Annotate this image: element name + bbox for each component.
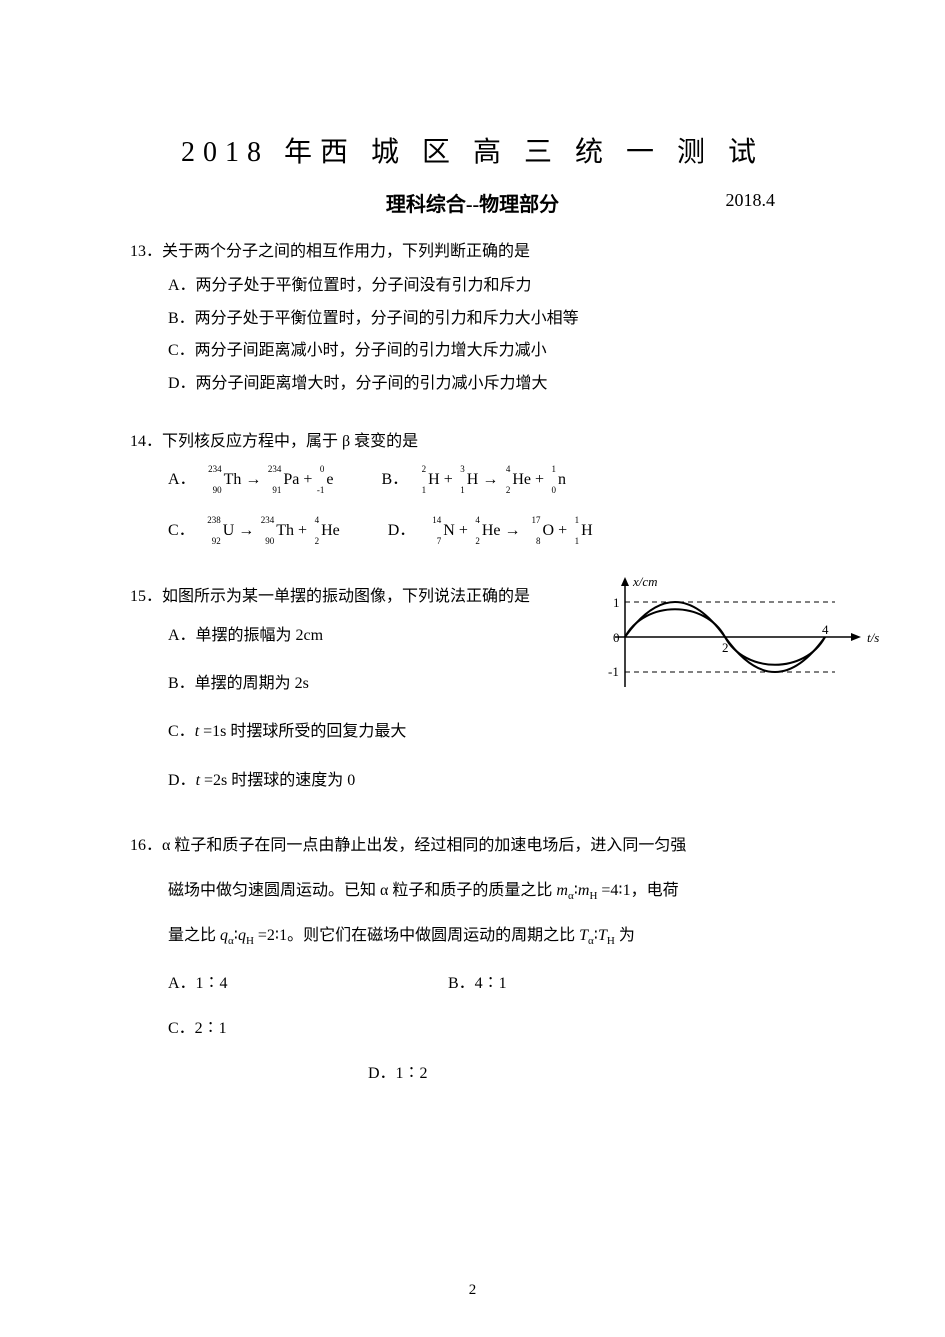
q14-option-b: B． 21H + 31H → 42He + 10n	[381, 461, 566, 499]
q13-option-d: D．两分子间距离增大时，分子间的引力减小斥力增大	[168, 369, 815, 399]
q13-option-b: B．两分子处于平衡位置时，分子间的引力和斥力大小相等	[168, 304, 815, 334]
q14-row-1: A． 23490Th → 23491Pa + 0-1e B． 21H + 31H	[168, 461, 815, 499]
q15-stem: 15．如图所示为某一单摆的振动图像，下列说法正确的是	[130, 578, 590, 616]
main-title: 2018 年西 城 区 高 三 统 一 测 试	[130, 130, 815, 170]
q14-d-label: D．	[388, 512, 416, 550]
q16-number: 16．	[130, 837, 162, 854]
question-14: 14．下列核反应方程中，属于 β 衰变的是 A． 23490Th → 23491…	[130, 427, 815, 550]
q14-d-formula: 147N + 42He → 178O + 11H	[425, 512, 592, 550]
q15-options: A．单摆的振幅为 2cm B．单摆的周期为 2s C．t =1s 时摆球所受的回…	[130, 621, 590, 797]
exam-date: 2018.4	[726, 190, 776, 211]
q16-options: A．1∶4 B．4∶1 C．2∶1 D．1∶2	[130, 962, 815, 1096]
q15-option-b: B．单摆的周期为 2s	[168, 669, 590, 699]
q14-b-formula: 21H + 31H → 42He + 10n	[418, 461, 566, 499]
graph-svg: x/cm t/s 1 0 -1 2 4	[575, 572, 905, 702]
q14-stem: 14．下列核反应方程中，属于 β 衰变的是	[130, 427, 815, 457]
question-13: 13．关于两个分子之间的相互作用力，下列判断正确的是 A．两分子处于平衡位置时，…	[130, 237, 815, 399]
q14-a-formula: 23490Th → 23491Pa + 0-1e	[206, 461, 334, 499]
q15-option-c: C．t =1s 时摆球所受的回复力最大	[168, 717, 590, 747]
q13-options: A．两分子处于平衡位置时，分子间没有引力和斥力 B．两分子处于平衡位置时，分子间…	[130, 271, 815, 399]
subtitle: 理科综合--物理部分	[130, 188, 815, 217]
q13-number: 13．	[130, 243, 162, 260]
y-axis-label: x/cm	[632, 574, 658, 589]
q15-text-block: 15．如图所示为某一单摆的振动图像，下列说法正确的是 A．单摆的振幅为 2cm …	[130, 578, 590, 796]
q15-number: 15．	[130, 588, 162, 605]
page-number: 2	[469, 1282, 477, 1299]
q14-row-2: C． 23892U → 23490Th + 42He D． 147N + 42H…	[168, 512, 815, 550]
q13-stem: 13．关于两个分子之间的相互作用力，下列判断正确的是	[130, 237, 815, 267]
q13-stem-text: 关于两个分子之间的相互作用力，下列判断正确的是	[162, 243, 530, 260]
q13-option-a: A．两分子处于平衡位置时，分子间没有引力和斥力	[168, 271, 815, 301]
q16-option-d: D．1∶2	[168, 1052, 815, 1097]
q14-options: A． 23490Th → 23491Pa + 0-1e B． 21H + 31H	[130, 461, 815, 550]
q14-stem-text: 下列核反应方程中，属于 β 衰变的是	[162, 433, 418, 450]
q13-option-c: C．两分子间距离减小时，分子间的引力增大斥力减小	[168, 336, 815, 366]
question-15: 15．如图所示为某一单摆的振动图像，下列说法正确的是 A．单摆的振幅为 2cm …	[130, 578, 815, 796]
q14-b-label: B．	[381, 461, 408, 499]
q14-a-label: A．	[168, 461, 196, 499]
q14-option-c: C． 23892U → 23490Th + 42He	[168, 512, 340, 550]
q14-option-a: A． 23490Th → 23491Pa + 0-1e	[168, 461, 333, 499]
y-tick-neg1: -1	[608, 664, 619, 679]
q16-line-3: 量之比 qα∶qH =2∶1。则它们在磁场中做圆周运动的周期之比 Tα∶TH 为	[130, 914, 815, 959]
q16-line-1: 16．α 粒子和质子在同一点由静止出发，经过相同的加速电场后，进入同一匀强	[130, 824, 815, 869]
exam-page: 2018 年西 城 区 高 三 统 一 测 试 理科综合--物理部分 2018.…	[0, 0, 945, 1165]
question-16: 16．α 粒子和质子在同一点由静止出发，经过相同的加速电场后，进入同一匀强 磁场…	[130, 824, 815, 1097]
y-tick-0: 0	[613, 630, 620, 645]
q16-line-2: 磁场中做匀速圆周运动。已知 α 粒子和质子的质量之比 mα∶mH =4∶1，电荷	[130, 869, 815, 914]
q16-option-a: A．1∶4	[168, 962, 448, 1007]
x-tick-4: 4	[822, 622, 829, 637]
subtitle-row: 理科综合--物理部分 2018.4	[130, 188, 815, 217]
q15-stem-text: 如图所示为某一单摆的振动图像，下列说法正确的是	[162, 588, 530, 605]
q15-option-d: D．t =2s 时摆球的速度为 0	[168, 766, 590, 796]
x-tick-2: 2	[722, 640, 729, 655]
x-axis-label: t/s	[867, 630, 879, 645]
q16-option-c: C．2∶1	[168, 1007, 288, 1052]
y-tick-1: 1	[613, 595, 620, 610]
pendulum-graph: x/cm t/s 1 0 -1 2 4	[575, 572, 905, 702]
q14-c-formula: 23892U → 23490Th + 42He	[205, 512, 340, 550]
q14-c-label: C．	[168, 512, 195, 550]
q15-option-a: A．单摆的振幅为 2cm	[168, 621, 590, 651]
q16-stem: 16．α 粒子和质子在同一点由静止出发，经过相同的加速电场后，进入同一匀强 磁场…	[130, 824, 815, 958]
q14-number: 14．	[130, 433, 162, 450]
q16-option-b: B．4∶1	[448, 962, 728, 1007]
q14-option-d: D． 147N + 42He → 178O + 11H	[388, 512, 593, 550]
